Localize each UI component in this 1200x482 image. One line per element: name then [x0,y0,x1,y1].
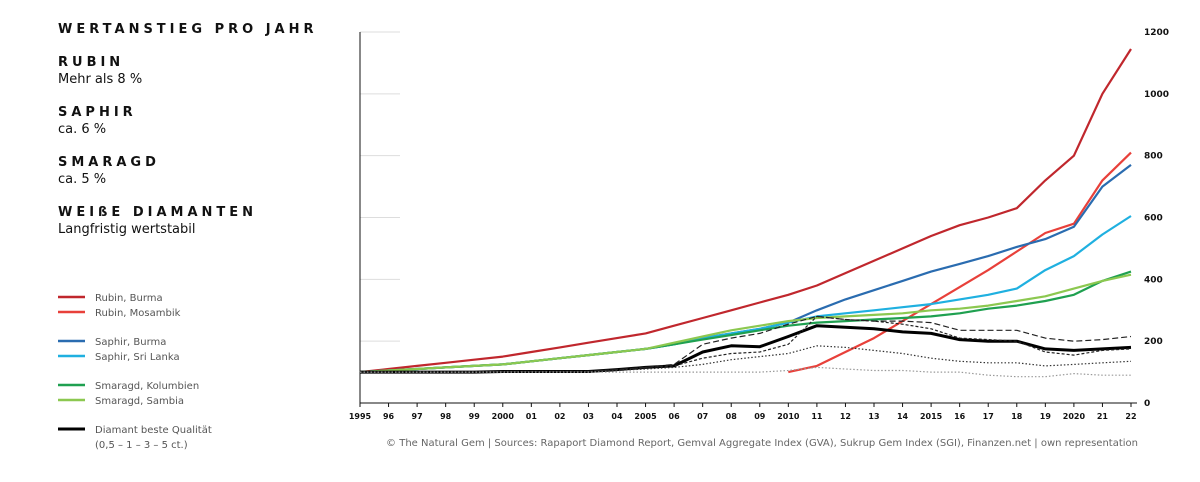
legend-label: Smaragd, Kolumbien [95,381,199,392]
x-tick-label: 02 [554,412,565,421]
series-line [360,315,1132,373]
highlight-heading: RUBIN [58,55,125,70]
legend-label: Smaragd, Sambia [95,396,184,407]
highlight-text: Mehr als 8 % [58,72,143,87]
x-tick-label: 01 [526,412,538,421]
x-tick-label: 18 [1011,412,1023,421]
series-line [359,270,1132,374]
legend-label: Saphir, Burma [95,337,166,348]
x-tick-label: 17 [983,412,994,421]
highlight: RUBIN Mehr als 8 % [58,55,338,87]
y-tick-label: 1200 [1144,28,1169,38]
highlight-heading: SAPHIR [58,105,137,120]
source-note: © The Natural Gem | Sources: Rapaport Di… [386,438,1138,449]
highlight-heading: WEIßE DIAMANTEN [58,205,258,220]
x-tick-label: 03 [583,412,594,421]
y-tick-label: 600 [1144,214,1163,224]
highlight-text: ca. 6 % [58,122,107,137]
legend-label: Diamant beste Qualität [95,425,212,436]
series-line [360,345,1132,373]
x-tick-label: 13 [868,412,879,421]
y-tick-label: 1000 [1144,90,1169,100]
series-line [359,48,1132,374]
legend-note: (0,5 – 1 – 3 – 5 ct.) [95,440,188,451]
legend-label: Saphir, Sri Lanka [95,352,180,363]
x-tick-label: 04 [611,412,623,421]
y-tick-label: 0 [1144,399,1150,409]
series-line [360,366,1131,378]
x-tick-label: 2010 [777,412,800,421]
x-tick-label: 96 [383,412,395,421]
x-tick-label: 99 [469,412,481,421]
legend-label: Rubin, Mosambik [95,308,181,319]
x-tick-label: 2005 [634,412,657,421]
series-line [360,315,1132,373]
x-tick-label: 19 [1040,412,1052,421]
x-tick-label: 21 [1097,412,1109,421]
highlight-text: Langfristig wertstabil [58,222,196,237]
x-tick-label: 11 [811,412,823,421]
series-line [788,151,1132,374]
highlight: SMARAGD ca. 5 % [58,155,338,187]
highlight-heading: SMARAGD [58,155,160,170]
x-tick-label: 08 [726,412,738,421]
x-tick-label: 2020 [1063,412,1086,421]
x-tick-label: 12 [840,412,851,421]
x-tick-label: 2015 [920,412,943,421]
x-tick-label: 09 [754,412,766,421]
y-tick-label: 200 [1144,337,1163,347]
x-tick-label: 98 [440,412,452,421]
x-tick-label: 07 [697,412,708,421]
highlight: SAPHIR ca. 6 % [58,105,338,137]
x-tick-label: 97 [412,412,423,421]
x-tick-label: 14 [897,412,909,421]
highlight: WEIßE DIAMANTEN Langfristig wertstabil [58,205,338,237]
x-tick-label: 2000 [492,412,515,421]
panel-title: WERTANSTIEG PRO JAHR [58,22,318,37]
y-tick-label: 800 [1144,152,1163,162]
x-tick-label: 1995 [349,412,372,421]
text-panel: WERTANSTIEG PRO JAHR RUBIN Mehr als 8 % SA… [58,22,338,237]
legend-label: Rubin, Burma [95,293,163,304]
y-tick-label: 400 [1144,275,1163,285]
highlight-text: ca. 5 % [58,172,107,187]
x-tick-label: 16 [954,412,966,421]
series-line [359,273,1132,374]
series-line [359,215,1132,374]
x-tick-label: 06 [669,412,681,421]
x-tick-label: 22 [1125,412,1136,421]
